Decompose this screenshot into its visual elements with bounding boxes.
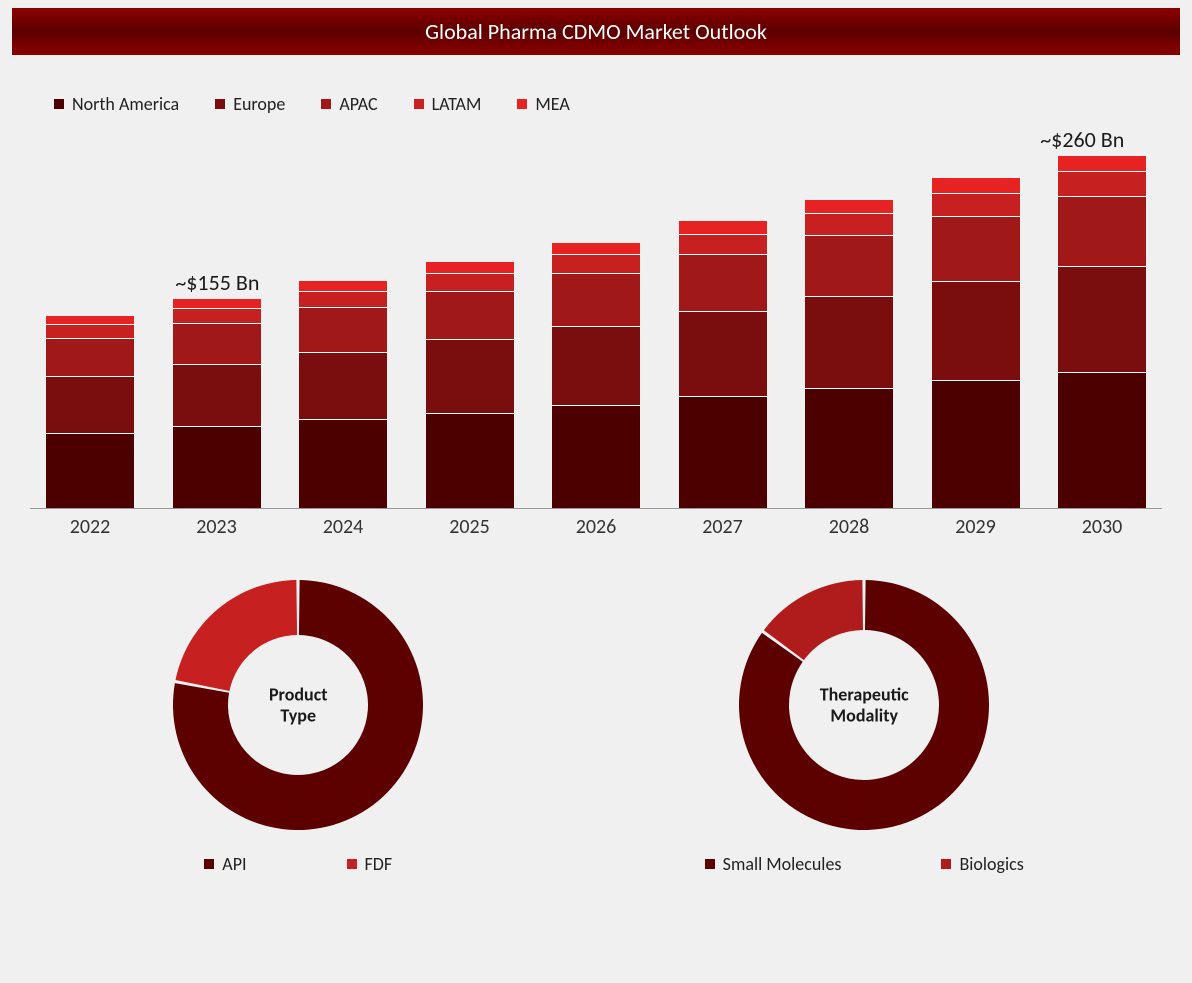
bar-segment xyxy=(299,419,387,509)
bar-segment xyxy=(1058,196,1146,267)
donut-legend: Small Molecules Biologics xyxy=(705,853,1024,875)
bar-segment xyxy=(1058,156,1146,171)
bar-column xyxy=(673,221,773,509)
x-tick-label: 2029 xyxy=(926,515,1026,539)
legend-swatch xyxy=(941,859,951,869)
bar-column xyxy=(926,178,1026,509)
donut-therapeutic-modality: TherapeuticModality Small Molecules Biolo… xyxy=(705,575,1024,875)
bar-segment xyxy=(46,316,134,324)
bar-segment xyxy=(932,193,1020,216)
bar-segment xyxy=(932,216,1020,281)
bar-segment xyxy=(805,388,893,509)
x-tick-label: 2022 xyxy=(40,515,140,539)
bar-segment xyxy=(679,311,767,397)
bar-segment xyxy=(173,364,261,426)
bar-segment xyxy=(173,308,261,323)
bar-segment xyxy=(552,326,640,405)
bar-segment xyxy=(1058,171,1146,195)
main-chart-area: North AmericaEuropeAPACLATAMMEA 20222023… xyxy=(0,55,1192,875)
bar-segment xyxy=(426,413,514,509)
bar-segment xyxy=(299,281,387,291)
bar-column xyxy=(799,200,899,509)
bar-stack xyxy=(46,316,134,509)
x-tick-label: 2024 xyxy=(293,515,393,539)
bar-segment xyxy=(552,254,640,273)
bar-segment xyxy=(679,234,767,254)
chart-title: Global Pharma CDMO Market Outlook xyxy=(12,8,1180,55)
bar-segment xyxy=(426,273,514,291)
bar-stack xyxy=(299,281,387,509)
bar-stack xyxy=(173,299,261,509)
bar-segment xyxy=(173,426,261,509)
value-callout: ~$260 Bn xyxy=(1040,126,1124,153)
bar-segment xyxy=(805,200,893,214)
bar-segment xyxy=(679,221,767,233)
donut-center-label: ProductType xyxy=(269,684,328,725)
legend-item: API xyxy=(204,853,246,875)
donut-center-label: TherapeuticModality xyxy=(820,684,909,725)
bar-segment xyxy=(805,213,893,235)
legend-label: Biologics xyxy=(959,853,1023,875)
bar-column xyxy=(293,281,393,509)
legend-swatch xyxy=(347,859,357,869)
bar-segment xyxy=(552,273,640,326)
x-tick-label: 2023 xyxy=(167,515,267,539)
x-axis-labels: 2022 2023 2024 2025 2026 2027 2028 2029 2030 xyxy=(30,515,1162,539)
bar-segment xyxy=(426,262,514,273)
bar-segment xyxy=(426,339,514,412)
bar-stack xyxy=(932,178,1020,509)
bar-plot: 202220232024202520262027202820292030 ~$1… xyxy=(30,105,1162,535)
bar-segment xyxy=(1058,372,1146,509)
bar-stack xyxy=(426,262,514,509)
bar-segment xyxy=(173,299,261,309)
bar-column xyxy=(546,243,646,509)
bar-stack xyxy=(1058,156,1146,509)
value-callout: ~$155 Bn xyxy=(175,269,259,296)
bar-segment xyxy=(552,405,640,510)
bar-column xyxy=(40,316,140,509)
bar-segment xyxy=(299,307,387,352)
legend-label: API xyxy=(222,853,246,875)
bar-segment xyxy=(932,281,1020,380)
bar-segment xyxy=(46,324,134,338)
bar-segment xyxy=(46,376,134,433)
legend-label: FDF xyxy=(365,853,393,875)
x-tick-label: 2027 xyxy=(673,515,773,539)
legend-item: Small Molecules xyxy=(705,853,842,875)
x-tick-label: 2026 xyxy=(546,515,646,539)
x-tick-label: 2030 xyxy=(1052,515,1152,539)
x-tick-label: 2025 xyxy=(420,515,520,539)
x-axis-line xyxy=(30,508,1162,509)
bar-segment xyxy=(426,291,514,340)
bar-column xyxy=(167,299,267,509)
bar-segment xyxy=(46,338,134,376)
bar-segment xyxy=(46,433,134,509)
bar-stack xyxy=(679,221,767,509)
bar-column xyxy=(1052,156,1152,509)
bar-segment xyxy=(552,243,640,254)
bar-segment xyxy=(932,178,1020,193)
bar-segment xyxy=(932,380,1020,509)
bar-segment xyxy=(299,352,387,420)
legend-swatch xyxy=(204,859,214,869)
donut-product-type: ProductType API FDF xyxy=(168,575,428,875)
x-tick-label: 2028 xyxy=(799,515,899,539)
donut-legend: API FDF xyxy=(204,853,392,875)
legend-item: Biologics xyxy=(941,853,1023,875)
legend-swatch xyxy=(705,859,715,869)
donut-segment xyxy=(176,580,298,691)
bar-stack xyxy=(805,200,893,509)
legend-label: Small Molecules xyxy=(723,853,842,875)
bar-segment xyxy=(679,254,767,311)
bar-segment xyxy=(805,296,893,388)
bar-segment xyxy=(299,291,387,307)
bar-segment xyxy=(679,396,767,509)
bar-segment xyxy=(173,323,261,364)
legend-item: FDF xyxy=(347,853,393,875)
bar-column xyxy=(420,262,520,509)
bar-segment xyxy=(805,235,893,296)
bar-segment xyxy=(1058,266,1146,372)
bar-stack xyxy=(552,243,640,509)
